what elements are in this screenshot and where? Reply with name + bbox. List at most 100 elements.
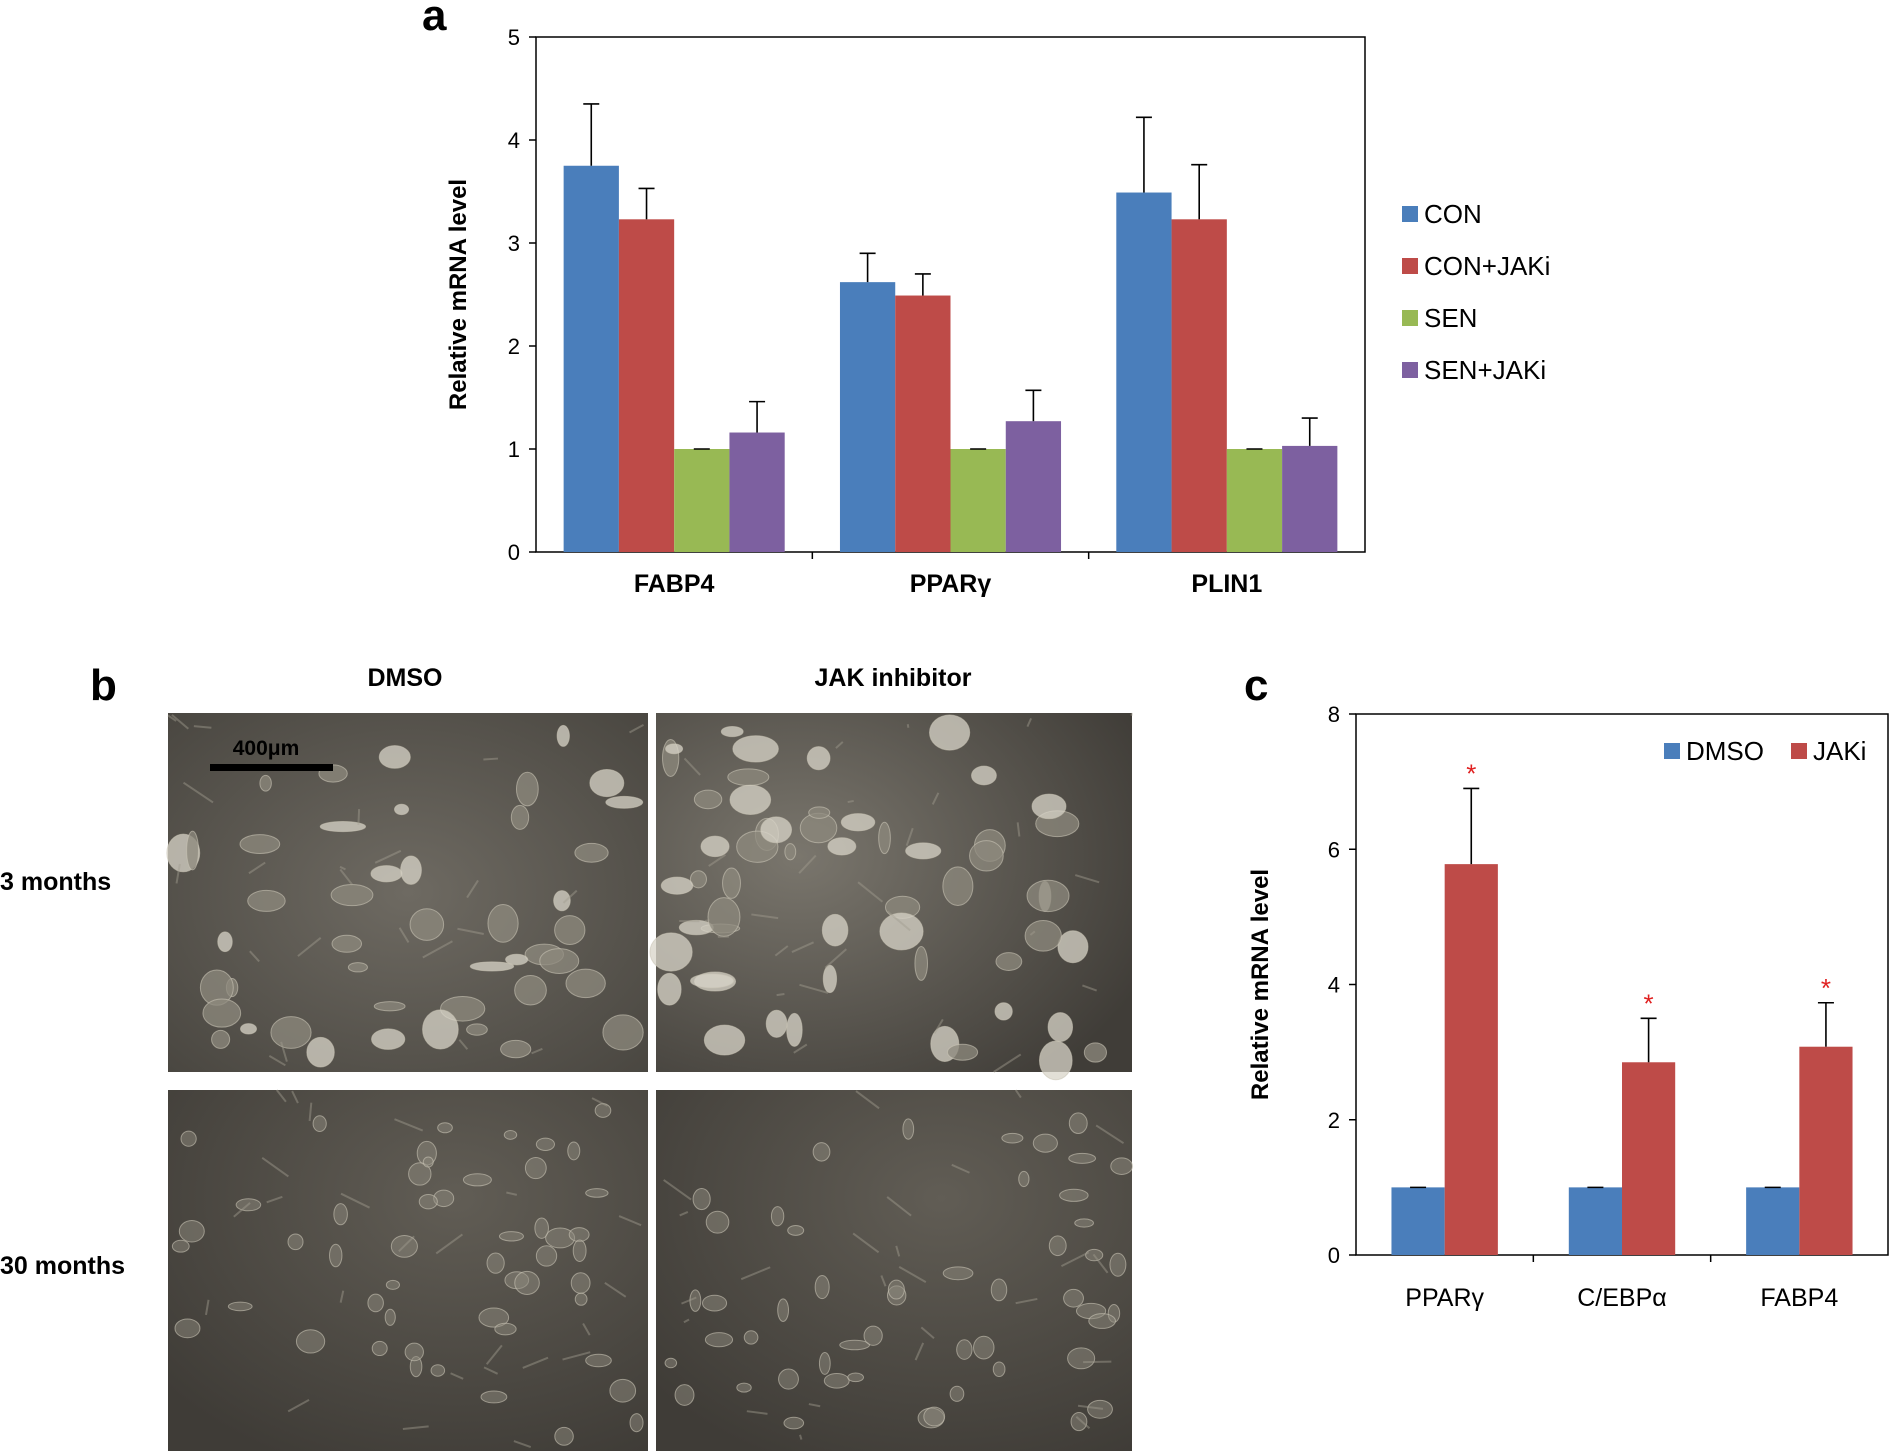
cell — [422, 1156, 434, 1168]
cell-process — [1014, 1089, 1022, 1099]
legend-swatch-jaki — [1791, 743, 1807, 759]
cell — [657, 972, 682, 1006]
cell-process — [993, 1053, 1022, 1073]
cell-process — [167, 714, 177, 722]
cell-process — [920, 1326, 935, 1339]
cell — [720, 725, 744, 738]
cell — [609, 1378, 637, 1403]
cell-process — [931, 792, 940, 805]
cell-process — [204, 1299, 210, 1316]
bar-dmso-ppar — [1391, 1187, 1445, 1255]
cell — [422, 1009, 459, 1050]
cell-process — [852, 1232, 880, 1254]
cell-process — [435, 1233, 464, 1255]
cell — [239, 834, 281, 855]
cell — [814, 1275, 830, 1300]
legend-swatch-con — [1402, 206, 1418, 222]
cell-process — [357, 809, 361, 825]
y-tick-label: 4 — [508, 128, 520, 153]
cell-process — [880, 1275, 887, 1287]
cell — [295, 1329, 326, 1354]
cell-process — [683, 757, 701, 776]
bar-dmso-fabp4 — [1746, 1187, 1800, 1255]
cell-process — [339, 865, 346, 871]
legend-swatch-sen-jaki — [1402, 362, 1418, 378]
cell-process — [708, 853, 726, 867]
cell — [1070, 1411, 1088, 1432]
cell-process — [1130, 712, 1133, 716]
cell — [390, 1234, 418, 1258]
cell — [1018, 1170, 1030, 1188]
cell — [259, 774, 272, 792]
cell — [700, 835, 730, 858]
cell-process — [791, 941, 815, 953]
cell — [384, 1308, 396, 1326]
cell-process — [531, 1047, 543, 1055]
cell-process — [808, 1403, 821, 1408]
cell — [180, 1130, 197, 1147]
cell-process — [1095, 1124, 1125, 1145]
cell — [629, 1413, 644, 1433]
cell — [1085, 1248, 1104, 1262]
cell-process — [799, 983, 829, 994]
cell — [827, 837, 857, 856]
cell — [178, 1220, 205, 1243]
cell-process — [394, 1118, 424, 1132]
legend-swatch-dmso — [1664, 743, 1680, 759]
legend-label-dmso: DMSO — [1686, 736, 1764, 766]
cell-process — [629, 723, 644, 734]
bar-jaki-c-ebp — [1622, 1062, 1676, 1255]
cell-process — [774, 945, 789, 957]
cell-process — [562, 1351, 591, 1361]
cell — [760, 816, 793, 844]
bar-dmso-c-ebp — [1568, 1187, 1622, 1255]
cell-process — [951, 1163, 970, 1174]
y-tick-label: 0 — [1328, 1243, 1340, 1268]
cell — [514, 975, 547, 1006]
cell — [690, 973, 735, 989]
cell — [385, 1279, 400, 1290]
legend-label-con-jaki: CON+JAKi — [1424, 251, 1550, 281]
bar-sen-plin1 — [1226, 449, 1283, 552]
bar-con-fabp4 — [563, 165, 619, 552]
cell-process — [182, 781, 214, 804]
cell — [784, 843, 797, 861]
panel-c-letter: c — [1244, 661, 1268, 710]
cell-process — [914, 1342, 925, 1361]
cell-process — [582, 1323, 591, 1336]
cell-process — [898, 1265, 927, 1284]
cell-process — [604, 1281, 627, 1298]
cell — [777, 1298, 789, 1322]
cell — [462, 1173, 492, 1187]
cell — [674, 1384, 695, 1406]
cell — [400, 855, 422, 885]
cell — [743, 1330, 759, 1345]
cell — [705, 1210, 730, 1234]
cell — [969, 840, 1004, 872]
panel-a-letter: a — [422, 0, 447, 40]
cell-process — [287, 1398, 310, 1413]
cell — [585, 1353, 612, 1368]
cell — [732, 735, 779, 763]
significance-star-fabp4: * — [1821, 973, 1831, 1003]
cell-process — [483, 757, 499, 761]
cell-process — [340, 1192, 371, 1209]
cell — [510, 804, 530, 830]
cell — [469, 961, 515, 972]
legend: DMSO JAKi — [1664, 736, 1866, 766]
cell-process — [847, 799, 854, 804]
bar-con-ppar — [839, 282, 896, 552]
cell — [992, 1361, 1006, 1378]
cell-process — [683, 1318, 690, 1324]
cell — [778, 1368, 799, 1390]
cell-process — [1016, 822, 1021, 837]
cell — [367, 1293, 384, 1313]
cell-process — [824, 948, 847, 969]
cell-process — [339, 868, 354, 886]
cell — [486, 1252, 505, 1274]
cell-process — [466, 879, 479, 899]
significance-star-c-ebp: * — [1644, 988, 1654, 1018]
cell-process — [248, 861, 266, 875]
cell — [664, 1357, 678, 1369]
cell-process — [506, 1191, 518, 1196]
